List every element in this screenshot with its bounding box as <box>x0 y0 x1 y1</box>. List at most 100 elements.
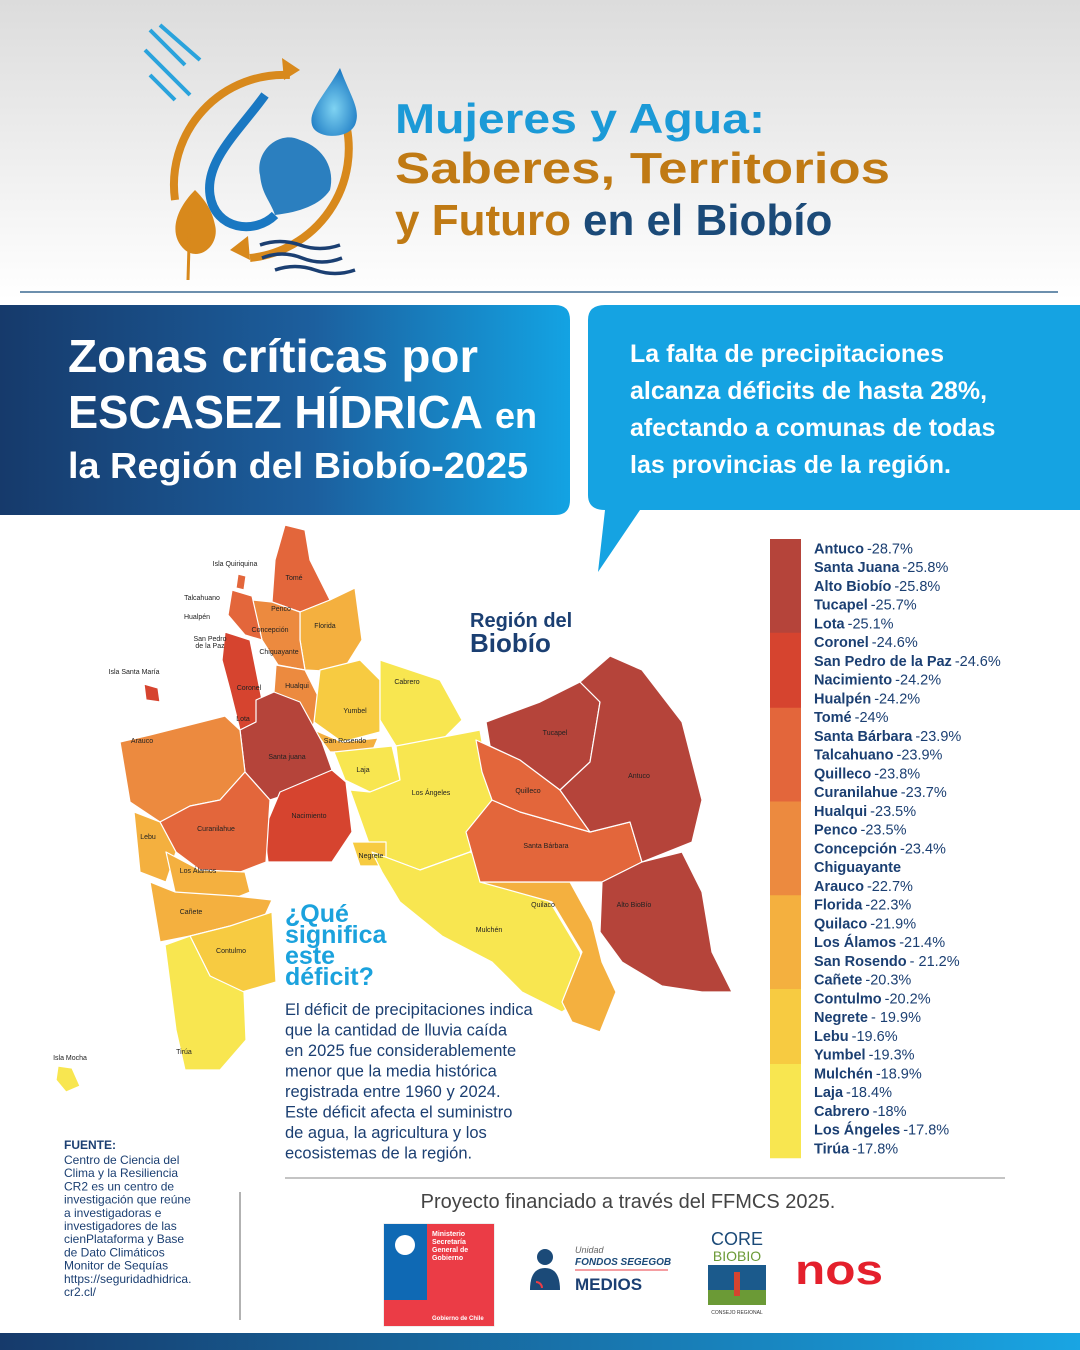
legend-entry: Concepción -23.4% <box>814 841 946 857</box>
emblem <box>143 23 357 281</box>
legend-name: Negrete <box>814 1010 868 1026</box>
legend-value: -24% <box>855 710 889 726</box>
legend-value: -23.5% <box>861 823 907 839</box>
logo-text: CONSEJO REGIONAL <box>711 1310 763 1316</box>
body-line: registrada entre 1960 y 2024. <box>285 1083 501 1101</box>
source-line: Centro de Ciencia del <box>64 1153 179 1167</box>
logo-nos: nos <box>795 1246 883 1293</box>
legend-swatch <box>770 707 801 802</box>
map-label: Contulmo <box>216 948 246 955</box>
legend-name: Los Álamos <box>814 934 896 951</box>
map-label: Chiguayante <box>259 649 298 656</box>
legend-value: -23.9% <box>915 729 961 745</box>
question-line: déficit? <box>285 963 374 991</box>
body-line: ecosistemas de la región. <box>285 1145 472 1163</box>
legend-value: -20.2% <box>885 991 931 1007</box>
legend-name: Quilaco <box>814 916 867 932</box>
source-heading: FUENTE: <box>64 1138 116 1152</box>
legend-name: Antuco <box>814 541 864 557</box>
legend-entry: Lebu -19.6% <box>814 1029 898 1045</box>
map-label: Yumbel <box>343 708 367 715</box>
map-label: Los Ángeles <box>412 788 451 797</box>
map-label: Los Álamos <box>180 866 217 875</box>
legend-name: Contulmo <box>814 991 882 1007</box>
commune <box>313 659 381 743</box>
commune <box>251 599 306 671</box>
source-line: https://seguridadhidrica. <box>64 1272 191 1286</box>
logo-text: Ministerio <box>432 1231 465 1238</box>
legend-name: Chiguayante <box>814 860 901 876</box>
legend-value: -19.6% <box>852 1029 898 1045</box>
legend-entry: Hualpén -24.2% <box>814 691 920 707</box>
legend-name: San Rosendo <box>814 954 907 970</box>
callout: La falta de precipitaciones alcanza défic… <box>630 340 995 479</box>
legend-value: -18% <box>873 1104 907 1120</box>
map-labels: Isla Quiriquina Tomé Talcahuano Penco Hu… <box>53 561 651 1062</box>
legend-swatch <box>770 989 801 1065</box>
legend-value: -21.9% <box>870 916 916 932</box>
legend-entry: Tucapel -25.7% <box>814 598 917 614</box>
title-line: Mujeres y Agua: <box>395 95 765 142</box>
source-line: investigadores de las <box>64 1219 177 1233</box>
legend-value: -25.8% <box>894 579 940 595</box>
legend-entry: Curanilahue -23.7% <box>814 785 947 801</box>
legend-entry: Mulchén -18.9% <box>814 1066 922 1082</box>
map-label: Florida <box>314 623 336 630</box>
source-line: cr2.cl/ <box>64 1285 97 1299</box>
legend-value: -24.2% <box>895 673 941 689</box>
legend-entry: Tirúa -17.8% <box>814 1141 898 1157</box>
legend-value: -23.9% <box>897 748 943 764</box>
legend-value: -25.7% <box>871 598 917 614</box>
map-label: Cabrero <box>394 679 419 686</box>
map-label: Hualpén <box>184 614 210 621</box>
legend-entry: Tomé -24% <box>814 710 889 726</box>
logo-text: Gobierno <box>432 1255 463 1262</box>
legend-swatch <box>770 801 801 896</box>
map-label: Tucapel <box>543 730 568 737</box>
legend-name: Arauco <box>814 879 864 895</box>
logo-ministry: Ministerio Secretaría General de Gobiern… <box>383 1223 495 1327</box>
legend-swatch <box>770 895 801 990</box>
legend-value: -17.8% <box>903 1123 949 1139</box>
legend-name: Laja <box>814 1085 844 1101</box>
body-line: de agua, la agricultura y los <box>285 1124 487 1142</box>
legend-value: -25.8% <box>902 560 948 576</box>
legend-name: Alto Biobío <box>814 579 891 595</box>
map-label: Curanilahue <box>197 826 235 833</box>
map-label: Lota <box>236 716 250 723</box>
legend-entry: Quilaco -21.9% <box>814 916 916 932</box>
logo-text: Gobierno de Chile <box>432 1316 484 1322</box>
legend-name: San Pedro de la Paz <box>814 654 952 670</box>
title-part: y Futuro <box>395 196 571 245</box>
map-label: San Pedro <box>193 636 226 643</box>
map-label: Isla Santa María <box>109 669 160 676</box>
legend-name: Curanilahue <box>814 785 898 801</box>
legend-entry: San Rosendo - 21.2% <box>814 954 960 970</box>
legend-name: Tucapel <box>814 598 868 614</box>
legend-entry: Quilleco -23.8% <box>814 766 920 782</box>
map-label: Quilaco <box>531 902 555 909</box>
question-line: este <box>285 942 335 970</box>
map-label: San Rosendo <box>324 738 367 745</box>
logo-text: FONDOS SEGEGOB <box>575 1257 671 1268</box>
legend-name: Lebu <box>814 1029 849 1045</box>
legend-name: Penco <box>814 823 858 839</box>
map-label: Arauco <box>131 738 153 745</box>
legend-entry: Florida -22.3% <box>814 898 911 914</box>
legend-value: -18.9% <box>876 1066 922 1082</box>
commune <box>379 659 463 747</box>
legend-value: -28.7% <box>867 541 913 557</box>
map-label: Tirúa <box>176 1049 192 1056</box>
body-line: en 2025 fue considerablemente <box>285 1042 516 1060</box>
legend-name: Concepción <box>814 841 897 857</box>
logo-text: BIOBIO <box>713 1248 761 1264</box>
legend-name: Cabrero <box>814 1104 870 1120</box>
logo-text: CORE <box>711 1229 763 1249</box>
callout-bg <box>588 305 1080 572</box>
legend-name: Coronel <box>814 635 869 651</box>
legend-entry: Contulmo -20.2% <box>814 991 931 1007</box>
banner-title: ESCASEZ HÍDRICA en <box>68 386 537 438</box>
map-label: Concepción <box>252 627 289 634</box>
map-label: Laja <box>356 767 369 774</box>
